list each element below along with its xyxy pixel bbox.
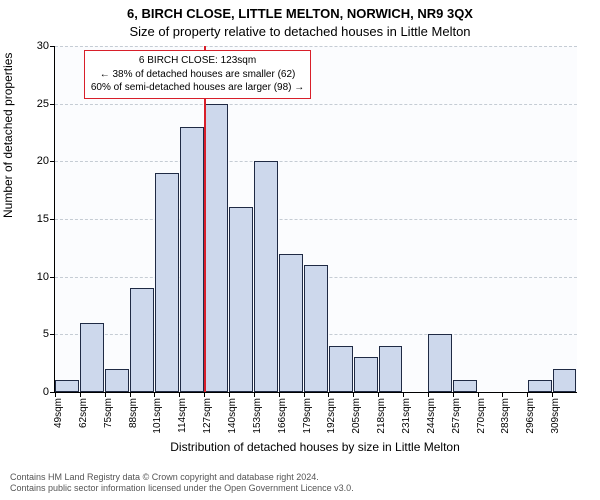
ytick-label: 20 xyxy=(37,155,55,167)
xtick-label: 88sqm xyxy=(128,398,139,428)
xtick-mark xyxy=(527,392,528,397)
xtick-mark xyxy=(254,392,255,397)
xtick-mark xyxy=(154,392,155,397)
xtick-mark xyxy=(453,392,454,397)
xtick-mark xyxy=(179,392,180,397)
xtick-mark xyxy=(353,392,354,397)
xtick-mark xyxy=(80,392,81,397)
xtick-label: 231sqm xyxy=(401,398,412,434)
xtick-label: 179sqm xyxy=(302,398,313,434)
xtick-label: 192sqm xyxy=(326,398,337,434)
ytick-label: 10 xyxy=(37,271,55,283)
ytick-label: 25 xyxy=(37,98,55,110)
xtick-mark xyxy=(55,392,56,397)
footer-line-1: Contains HM Land Registry data © Crown c… xyxy=(10,472,354,483)
xtick-mark xyxy=(328,392,329,397)
ytick-label: 0 xyxy=(43,386,55,398)
chart-subtitle: Size of property relative to detached ho… xyxy=(0,24,600,39)
xtick-mark xyxy=(279,392,280,397)
footer-attribution: Contains HM Land Registry data © Crown c… xyxy=(10,472,354,495)
xtick-label: 283sqm xyxy=(500,398,511,434)
xtick-label: 244sqm xyxy=(426,398,437,434)
xtick-mark xyxy=(478,392,479,397)
xtick-label: 75sqm xyxy=(103,398,114,428)
xtick-label: 257sqm xyxy=(451,398,462,434)
xtick-label: 101sqm xyxy=(152,398,163,434)
y-axis-label: Number of detached properties xyxy=(1,53,15,218)
info-box: 6 BIRCH CLOSE: 123sqm← 38% of detached h… xyxy=(84,50,311,99)
ytick-label: 30 xyxy=(37,40,55,52)
xtick-label: 270sqm xyxy=(476,398,487,434)
xtick-label: 62sqm xyxy=(78,398,89,428)
xtick-label: 49sqm xyxy=(53,398,64,428)
xtick-label: 309sqm xyxy=(550,398,561,434)
info-box-line: 6 BIRCH CLOSE: 123sqm xyxy=(91,54,304,68)
xtick-mark xyxy=(204,392,205,397)
xtick-mark xyxy=(403,392,404,397)
xtick-mark xyxy=(378,392,379,397)
xtick-mark xyxy=(552,392,553,397)
chart-title-address: 6, BIRCH CLOSE, LITTLE MELTON, NORWICH, … xyxy=(0,6,600,21)
xtick-label: 140sqm xyxy=(227,398,238,434)
xtick-mark xyxy=(229,392,230,397)
ytick-label: 5 xyxy=(43,328,55,340)
xtick-mark xyxy=(130,392,131,397)
xtick-label: 166sqm xyxy=(277,398,288,434)
ytick-label: 15 xyxy=(37,213,55,225)
xtick-mark xyxy=(105,392,106,397)
xtick-label: 218sqm xyxy=(376,398,387,434)
xtick-mark xyxy=(428,392,429,397)
xtick-label: 153sqm xyxy=(252,398,263,434)
xtick-label: 205sqm xyxy=(351,398,362,434)
xtick-mark xyxy=(502,392,503,397)
info-box-line: ← 38% of detached houses are smaller (62… xyxy=(91,68,304,82)
info-box-line: 60% of semi-detached houses are larger (… xyxy=(91,81,304,95)
x-axis-label: Distribution of detached houses by size … xyxy=(54,440,576,454)
footer-line-2: Contains public sector information licen… xyxy=(10,483,354,494)
xtick-label: 127sqm xyxy=(202,398,213,434)
xtick-label: 296sqm xyxy=(525,398,536,434)
xtick-mark xyxy=(304,392,305,397)
xtick-label: 114sqm xyxy=(177,398,188,433)
